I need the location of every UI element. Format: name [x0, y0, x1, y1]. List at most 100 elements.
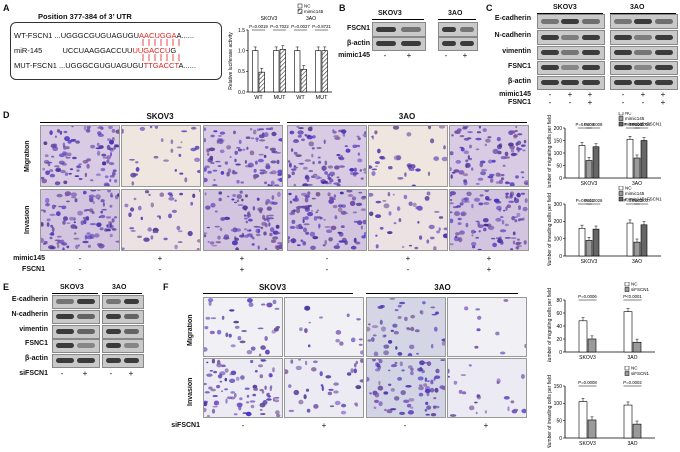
d-t0-3: -: [325, 254, 329, 263]
legend-swatch: [297, 3, 303, 9]
pairing-ticks-mut: [142, 54, 180, 61]
b-treat-2: -: [444, 51, 448, 60]
d-t0-5: +: [486, 254, 492, 263]
bar-NC-SKOV3: [578, 145, 586, 179]
bar-mimic145+FSCN1-SKOV3: [592, 146, 600, 179]
legend-label: NC: [625, 112, 632, 116]
bar-mimic145-3AO: [633, 241, 641, 257]
c-t0-2: +: [587, 90, 593, 99]
e-row-2: vimentin: [19, 326, 48, 333]
y-tick-label: 20: [556, 337, 562, 343]
blot-c-vim-skov3: [537, 46, 605, 60]
e-treat-1: +: [82, 369, 88, 378]
c-t1-0: -: [548, 98, 552, 107]
legend-label: NC: [631, 282, 638, 287]
e-treat-2: -: [109, 369, 113, 378]
f-treat-3: +: [483, 421, 489, 430]
b-lane-3ao: 3AO: [448, 10, 463, 17]
f-row-migration: Migration: [187, 314, 194, 346]
e-lane-skov3: SKOV3: [60, 284, 84, 291]
b-treat-label: mimic145: [338, 52, 370, 59]
blot-c-actin-skov3: [537, 76, 605, 90]
panel-label-a: A: [3, 3, 10, 13]
e-row-4: β-actin: [25, 355, 48, 362]
legend-label: mimic145: [625, 191, 645, 196]
bar-NC-SKOV3: [578, 401, 588, 439]
d-t1-4: -: [406, 265, 410, 274]
y-axis-label: Relative luciferase activity: [228, 32, 234, 90]
seq-row-mut: MUT-FSCN1 ...UGGGCGUGUAGUGUTTGACCTA.....…: [14, 61, 196, 70]
y-tick-label: 50: [556, 418, 562, 424]
c-t0-0: -: [548, 90, 552, 99]
f-underline: [203, 293, 353, 294]
c-t0-3: -: [621, 90, 625, 99]
d-t1-5: +: [486, 265, 492, 274]
bar-mimic145-WT: [300, 68, 307, 93]
e-treat-label: siFSCN1: [19, 370, 48, 377]
d-t0-0: -: [78, 254, 82, 263]
blot-c-actin-3ao: [610, 76, 678, 90]
blot-e-ecad-3ao: [102, 295, 144, 309]
bar-mimic145-SKOV3: [585, 160, 593, 179]
c-row-3: FSNC1: [508, 63, 531, 70]
e-underline: [102, 293, 142, 294]
micrograph-f-migration: [203, 297, 283, 357]
d-t1-2: +: [239, 265, 245, 274]
y-tick-label: 300: [554, 202, 563, 208]
y-tick-label: 100: [554, 401, 563, 407]
f-row-invasion: Invasion: [187, 377, 194, 407]
d-t0-4: +: [405, 254, 411, 263]
p-value: P=0.0011: [576, 198, 595, 203]
seq-red: AACUGGA: [139, 31, 177, 40]
bar-mimic145+FSCN1-3AO: [640, 140, 648, 179]
c-t1-1: -: [568, 98, 572, 107]
y-axis-label: Number of migrating cells per field: [547, 288, 553, 362]
blot-c-fsnc1-3ao: [610, 61, 678, 75]
d-treat-label-0: mimic145: [13, 255, 45, 262]
legend-label: NC: [625, 186, 632, 191]
p-value: P=0.0003: [624, 122, 643, 127]
category-label: MUT: [274, 95, 287, 101]
bar-NC-3AO: [626, 222, 634, 257]
micrograph-d-migration: [368, 125, 448, 187]
micrograph-d-invasion: [287, 189, 367, 251]
c-t0-1: +: [567, 90, 573, 99]
f-treat-1: +: [321, 421, 327, 430]
bar-mimic145+FSCN1-SKOV3: [592, 228, 600, 257]
micrograph-f-invasion: [284, 358, 364, 418]
b-lane-skov3: SKOV3: [378, 10, 402, 17]
micrograph-f-invasion: [447, 358, 527, 418]
y-axis-label: Number of invading cells per field: [547, 375, 553, 448]
c-t1-5: +: [660, 98, 666, 107]
seq-suffix: G: [170, 46, 177, 55]
e-lane-3ao: 3AO: [112, 284, 127, 291]
blot-c-ecad-skov3: [537, 14, 605, 29]
bar-siFSCN1-3AO: [632, 423, 642, 439]
b-underline: [372, 19, 424, 20]
bar-mimic145+FSCN1-3AO: [640, 224, 648, 257]
e-row-3: FSNC1: [25, 340, 48, 347]
f-treat-label: siFSCN1: [171, 422, 200, 429]
c-lane-3ao: 3AO: [630, 4, 645, 11]
seq-label: WT-FSCN1: [14, 31, 53, 40]
p-value: P=0.0027: [291, 24, 310, 29]
legend-label: NC: [304, 4, 311, 9]
y-tick-label: 0: [559, 176, 562, 182]
blot-e-ecad-skov3: [52, 295, 100, 309]
bar-siFSCN1-SKOV3: [587, 419, 597, 439]
d-t1-3: -: [325, 265, 329, 274]
y-axis-label: Number of migrating cells per field: [547, 115, 553, 188]
d-t0-1: +: [157, 254, 163, 263]
c-row-4: β-actin: [508, 78, 531, 85]
pairing-ticks: [142, 39, 180, 46]
panel-label-c: C: [486, 3, 493, 13]
c-t1-3: -: [621, 98, 625, 107]
bar-mimic145-MUT: [279, 49, 286, 93]
y-tick-label: 150: [554, 384, 563, 390]
c-treat-label-0: mimic145: [499, 91, 531, 98]
blot-c-ecad-3ao: [610, 14, 678, 29]
